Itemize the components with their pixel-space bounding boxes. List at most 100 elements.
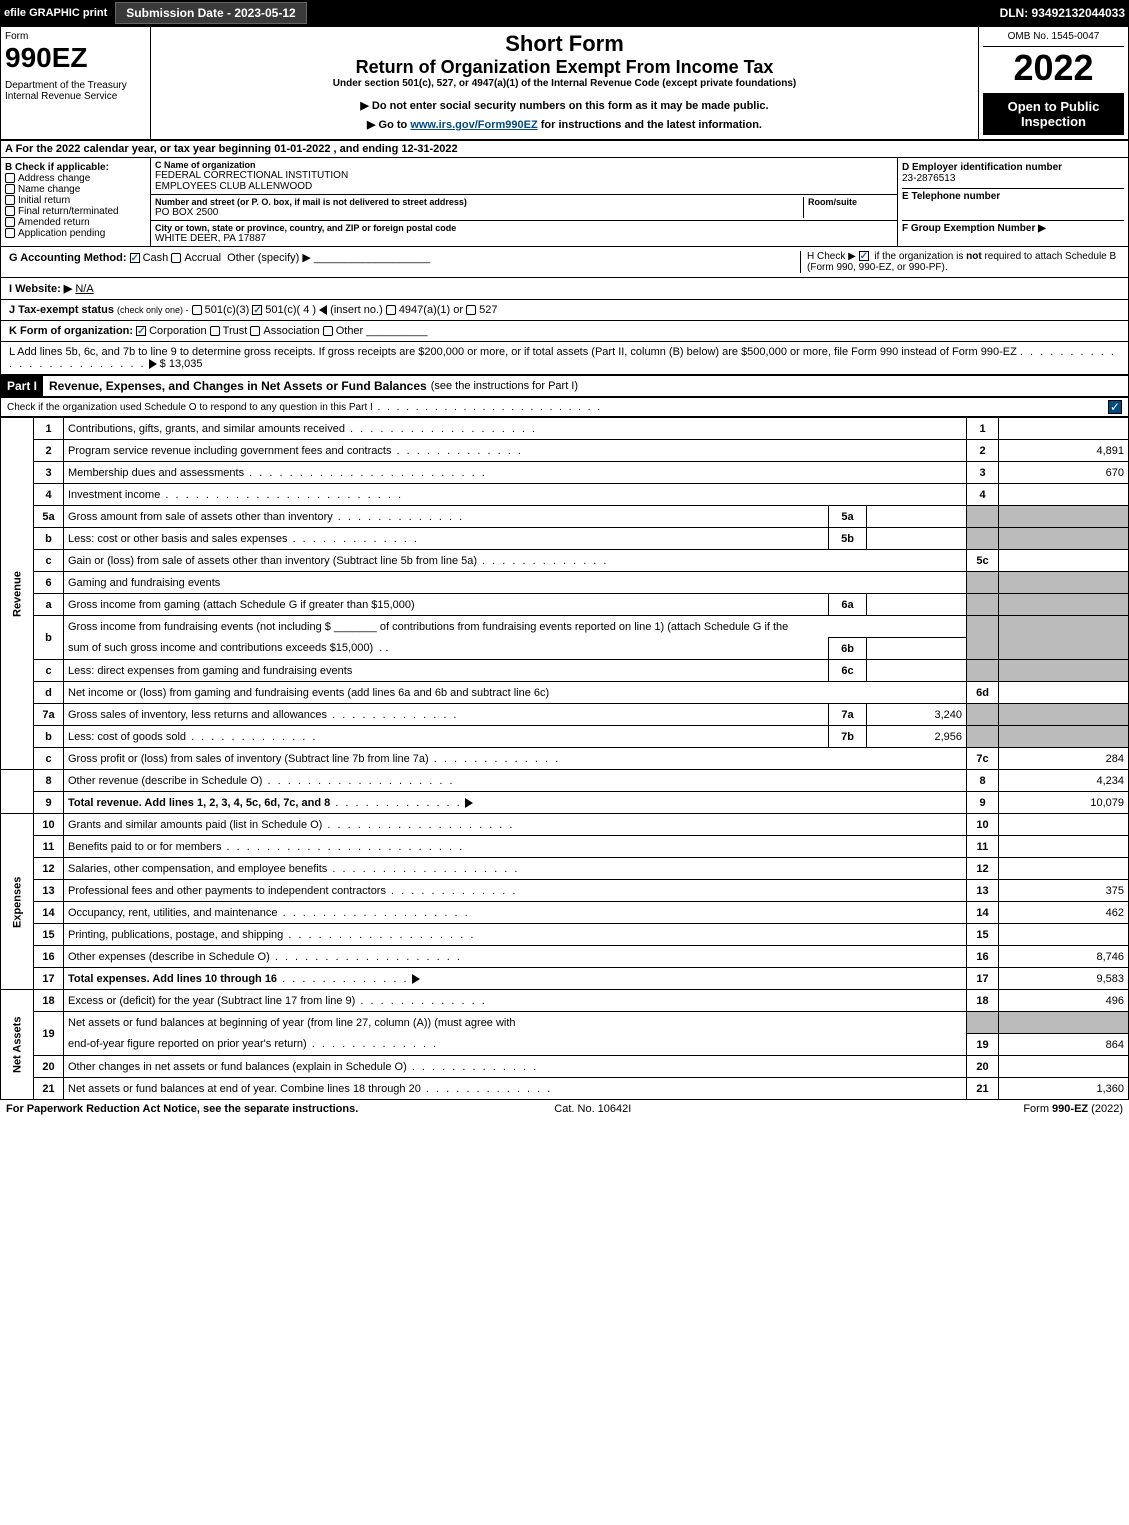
line-2-num: 2 bbox=[34, 440, 64, 462]
line-5c-num: c bbox=[34, 550, 64, 572]
checkbox-cash[interactable] bbox=[130, 253, 140, 263]
grey-cell bbox=[967, 572, 999, 594]
section-j: J Tax-exempt status (check only one) - 5… bbox=[0, 300, 1129, 321]
line-20-col: 20 bbox=[967, 1056, 999, 1078]
line-5b-box: 5b bbox=[829, 528, 867, 550]
opt-501c4: 501(c)( 4 ) bbox=[265, 304, 316, 316]
form-header: Form 990EZ Department of the Treasury In… bbox=[0, 26, 1129, 140]
line-6c-box: 6c bbox=[829, 660, 867, 682]
line-12-desc: Salaries, other compensation, and employ… bbox=[68, 863, 519, 875]
instr-goto-pre: ▶ Go to bbox=[367, 119, 410, 131]
part-1-label: Part I bbox=[1, 376, 43, 396]
line-7a-desc: Gross sales of inventory, less returns a… bbox=[68, 709, 459, 721]
line-13-desc: Professional fees and other payments to … bbox=[68, 885, 517, 897]
subtitle: Under section 501(c), 527, or 4947(a)(1)… bbox=[155, 78, 974, 89]
checkbox-address-change[interactable] bbox=[5, 173, 15, 183]
line-9-amt: 10,079 bbox=[999, 792, 1129, 814]
accounting-label: G Accounting Method: bbox=[9, 252, 127, 264]
line-6b-d2: of contributions from fundraising events… bbox=[380, 621, 788, 633]
opt-amended: Amended return bbox=[18, 217, 90, 228]
checkbox-assoc[interactable] bbox=[250, 326, 260, 336]
line-18-desc: Excess or (deficit) for the year (Subtra… bbox=[68, 995, 355, 1007]
line-6-desc: Gaming and fundraising events bbox=[64, 572, 967, 594]
checkbox-name-change[interactable] bbox=[5, 184, 15, 194]
line-16-desc: Other expenses (describe in Schedule O) bbox=[68, 951, 462, 963]
tax-year: 2022 bbox=[983, 47, 1124, 89]
checkbox-accrual[interactable] bbox=[171, 253, 181, 263]
checkbox-schedule-b[interactable] bbox=[859, 251, 869, 261]
opt-527: 527 bbox=[479, 304, 497, 316]
org-name-1: FEDERAL CORRECTIONAL INSTITUTION bbox=[155, 170, 893, 181]
side-revenue: Revenue bbox=[1, 418, 34, 770]
line-17-desc: Total expenses. Add lines 10 through 16 bbox=[68, 973, 277, 985]
top-bar: efile GRAPHIC print Submission Date - 20… bbox=[0, 0, 1129, 26]
line-6c-num: c bbox=[34, 660, 64, 682]
line-21-col: 21 bbox=[967, 1078, 999, 1100]
grey-cell bbox=[999, 726, 1129, 748]
checkbox-other-org[interactable] bbox=[323, 326, 333, 336]
line-5b-desc: Less: cost or other basis and sales expe… bbox=[68, 533, 419, 545]
line-15-amt bbox=[999, 924, 1129, 946]
line-5c-col: 5c bbox=[967, 550, 999, 572]
line-9-desc: Total revenue. Add lines 1, 2, 3, 4, 5c,… bbox=[68, 797, 330, 809]
line-21-num: 21 bbox=[34, 1078, 64, 1100]
submission-date: Submission Date - 2023-05-12 bbox=[115, 2, 306, 24]
grey-cell bbox=[999, 616, 1129, 660]
omb-number: OMB No. 1545-0047 bbox=[983, 31, 1124, 47]
page-footer: For Paperwork Reduction Act Notice, see … bbox=[0, 1100, 1129, 1118]
addr-label: Number and street (or P. O. box, if mail… bbox=[155, 197, 803, 207]
section-b-label: B Check if applicable: bbox=[5, 162, 109, 173]
checkbox-501c3[interactable] bbox=[192, 305, 202, 315]
line-14-desc: Occupancy, rent, utilities, and maintena… bbox=[68, 907, 470, 919]
line-15-desc: Printing, publications, postage, and shi… bbox=[68, 929, 475, 941]
website-value: N/A bbox=[75, 283, 93, 295]
dln: DLN: 93492132044033 bbox=[1000, 6, 1125, 20]
line-5a-desc: Gross amount from sale of assets other t… bbox=[68, 511, 824, 523]
checkbox-527[interactable] bbox=[466, 305, 476, 315]
line-3-num: 3 bbox=[34, 462, 64, 484]
opt-cash: Cash bbox=[143, 252, 169, 264]
grey-cell bbox=[999, 660, 1129, 682]
tax-status-label: J Tax-exempt status bbox=[9, 304, 114, 316]
line-8-amt: 4,234 bbox=[999, 770, 1129, 792]
line-4-col: 4 bbox=[967, 484, 999, 506]
line-17-amt: 9,583 bbox=[999, 968, 1129, 990]
checkbox-corp[interactable] bbox=[136, 326, 146, 336]
side-rev-cont bbox=[1, 770, 34, 814]
checkbox-final-return[interactable] bbox=[5, 206, 15, 216]
line-16-col: 16 bbox=[967, 946, 999, 968]
line-6d-num: d bbox=[34, 682, 64, 704]
form-number: 990EZ bbox=[5, 42, 146, 74]
line-10-desc: Grants and similar amounts paid (list in… bbox=[68, 819, 514, 831]
checkbox-trust[interactable] bbox=[210, 326, 220, 336]
side-expenses: Expenses bbox=[1, 814, 34, 990]
line-14-col: 14 bbox=[967, 902, 999, 924]
checkbox-schedule-o-part1[interactable]: ✓ bbox=[1108, 400, 1122, 414]
line-5a-num: 5a bbox=[34, 506, 64, 528]
efile-label: efile GRAPHIC print bbox=[4, 7, 107, 19]
checkbox-501c[interactable] bbox=[252, 305, 262, 315]
opt-trust: Trust bbox=[223, 325, 248, 337]
line-20-amt bbox=[999, 1056, 1129, 1078]
line-3-desc: Membership dues and assessments bbox=[68, 467, 487, 479]
line-5c-amt bbox=[999, 550, 1129, 572]
line-15-num: 15 bbox=[34, 924, 64, 946]
line-19-d1: Net assets or fund balances at beginning… bbox=[64, 1012, 967, 1034]
checkbox-amended[interactable] bbox=[5, 217, 15, 227]
irs-link[interactable]: www.irs.gov/Form990EZ bbox=[410, 119, 537, 131]
grey-cell bbox=[999, 572, 1129, 594]
line-5a-box: 5a bbox=[829, 506, 867, 528]
line-13-col: 13 bbox=[967, 880, 999, 902]
dots-icon bbox=[330, 797, 461, 809]
org-name-label: C Name of organization bbox=[155, 160, 893, 170]
checkbox-initial-return[interactable] bbox=[5, 195, 15, 205]
checkbox-4947[interactable] bbox=[386, 305, 396, 315]
line-4-num: 4 bbox=[34, 484, 64, 506]
line-4-amt bbox=[999, 484, 1129, 506]
checkbox-pending[interactable] bbox=[5, 228, 15, 238]
opt-assoc: Association bbox=[263, 325, 319, 337]
section-k: K Form of organization: Corporation Trus… bbox=[0, 321, 1129, 342]
line-13-num: 13 bbox=[34, 880, 64, 902]
grey-cell bbox=[999, 506, 1129, 528]
form-label: Form bbox=[5, 31, 146, 42]
